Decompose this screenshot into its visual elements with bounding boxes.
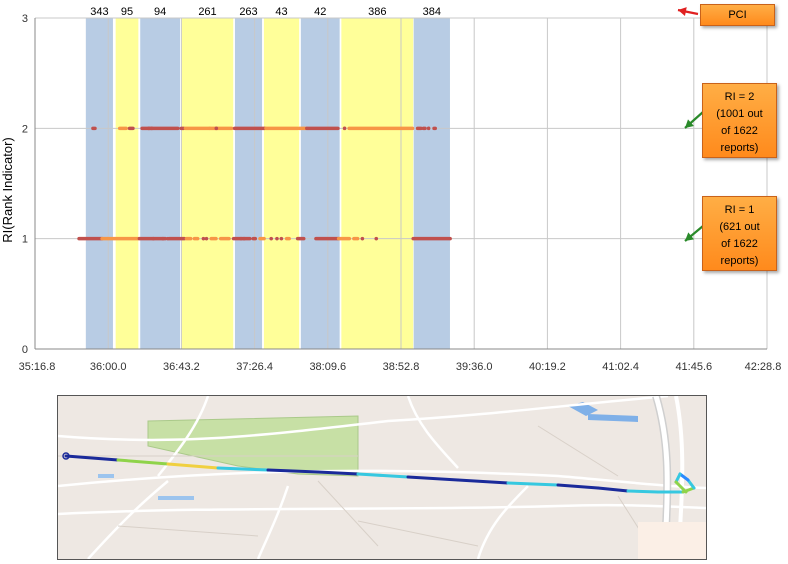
minor-roads	[58, 425, 659, 559]
ri1-point	[201, 236, 206, 241]
ri1-point	[239, 236, 243, 241]
x-tick-label: 36:00.0	[90, 361, 127, 373]
pci-label: 261	[198, 6, 216, 18]
map-overlay-box	[638, 522, 706, 559]
x-tick-label: 38:52.8	[383, 361, 420, 373]
route-segment	[678, 472, 690, 482]
route-segment	[626, 489, 660, 494]
x-tick-label: 41:02.4	[602, 361, 639, 373]
water-area	[588, 414, 638, 422]
pci-band-261	[181, 18, 234, 349]
route-segment	[406, 475, 460, 482]
ri1-point	[204, 236, 209, 241]
route-segment	[266, 468, 320, 474]
ri1-point	[279, 236, 284, 241]
route-segment	[686, 478, 696, 490]
pci-band-95	[115, 18, 139, 349]
callout-text-line: of 1622	[721, 125, 758, 137]
ri-series	[77, 126, 452, 241]
y-tick-label: 0	[22, 344, 28, 356]
pci-band-263	[234, 18, 263, 349]
ri1-point	[269, 236, 274, 241]
y-tick-label: 1	[22, 234, 28, 246]
callout-text-line: of 1622	[721, 238, 758, 250]
map-drawing	[58, 396, 706, 559]
route-segment	[674, 480, 688, 494]
pci-label: 94	[154, 6, 166, 18]
pci-band-386	[341, 18, 414, 349]
pci-label: 263	[239, 6, 257, 18]
pci-labels: 343 95 94 261 263 43 42 386 384	[90, 6, 441, 18]
water-area	[98, 474, 114, 478]
x-tick-label: 42:28.8	[745, 361, 782, 373]
y-tick-label: 2	[22, 123, 28, 135]
callout-text-line: RI = 2	[724, 91, 755, 103]
x-tick-label: 40:19.2	[529, 361, 566, 373]
pci-label: 42	[314, 6, 326, 18]
callout-text-line: reports)	[720, 142, 759, 154]
ri2-point	[149, 126, 154, 131]
ri2-arrow-head	[685, 119, 694, 128]
drive-route	[62, 452, 696, 494]
route-segment	[356, 472, 410, 479]
pci-band-384	[413, 18, 450, 349]
ri2-point	[214, 126, 219, 131]
pci-band-94	[140, 18, 181, 349]
annotation-arrows	[677, 7, 704, 242]
pci-label: 343	[90, 6, 108, 18]
pci-label: 384	[423, 6, 441, 18]
callout-text-line: (621 out	[719, 221, 760, 233]
x-tick-label: 41:45.6	[675, 361, 712, 373]
route-segment	[556, 483, 600, 490]
pci-arrow-head	[678, 7, 687, 16]
route-segment	[316, 470, 360, 476]
pci-callout: PCI	[700, 4, 775, 26]
x-tick-label: 39:36.0	[456, 361, 493, 373]
ri1-point	[161, 236, 165, 241]
route-segment	[64, 454, 120, 462]
chart-axes: 0 1 2 3 35:16.8 36:00.0 36:43.2 37:26.4 38:09.6 3…	[19, 13, 782, 373]
callout-text-line: reports)	[720, 255, 759, 267]
route-segment	[166, 462, 220, 470]
x-tick-label: 36:43.2	[163, 361, 200, 373]
route-segment	[506, 481, 560, 487]
route-segment	[596, 486, 630, 493]
x-tick-label: 35:16.8	[19, 361, 56, 373]
callout-text-line: RI = 1	[724, 204, 755, 216]
ri1-point	[242, 236, 246, 241]
y-axis-label: RI(Rank Indicator)	[0, 137, 15, 242]
callout-text-line: (1001 out	[716, 108, 763, 120]
ri1-point	[360, 236, 365, 241]
pci-label: 386	[368, 6, 386, 18]
water-area	[158, 496, 194, 500]
x-tick-label: 37:26.4	[236, 361, 273, 373]
route-start-marker	[62, 452, 70, 460]
ri1-point	[275, 236, 279, 241]
pci-band-343	[85, 18, 113, 349]
roads	[58, 396, 706, 559]
pci-label: 95	[121, 6, 133, 18]
ri1-callout: RI = 1 (621 out of 1622 reports)	[702, 196, 777, 271]
ri2-callout: RI = 2 (1001 out of 1622 reports)	[702, 83, 777, 158]
route-map	[57, 395, 707, 560]
pci-band-42	[300, 18, 340, 349]
ri1-arrow-head	[685, 232, 695, 241]
pci-label: 43	[275, 6, 287, 18]
ri2-point	[426, 126, 431, 131]
route-segment	[116, 458, 170, 466]
ri1-point	[151, 236, 156, 241]
callout-text-line: PCI	[728, 9, 747, 21]
ri2-point	[342, 126, 347, 131]
y-tick-label: 3	[22, 13, 28, 25]
route-segment	[216, 466, 270, 472]
ri-chart: 0 1 2 3 35:16.8 36:00.0 36:43.2 37:26.4 38:09.6 3…	[0, 6, 782, 373]
x-tick-label: 38:09.6	[309, 361, 346, 373]
ri2-point	[147, 126, 151, 131]
pci-band-43	[263, 18, 300, 349]
pci-bands	[85, 18, 450, 349]
ri1-point	[374, 236, 379, 241]
route-segment	[456, 478, 510, 485]
ri1-point	[166, 236, 170, 241]
